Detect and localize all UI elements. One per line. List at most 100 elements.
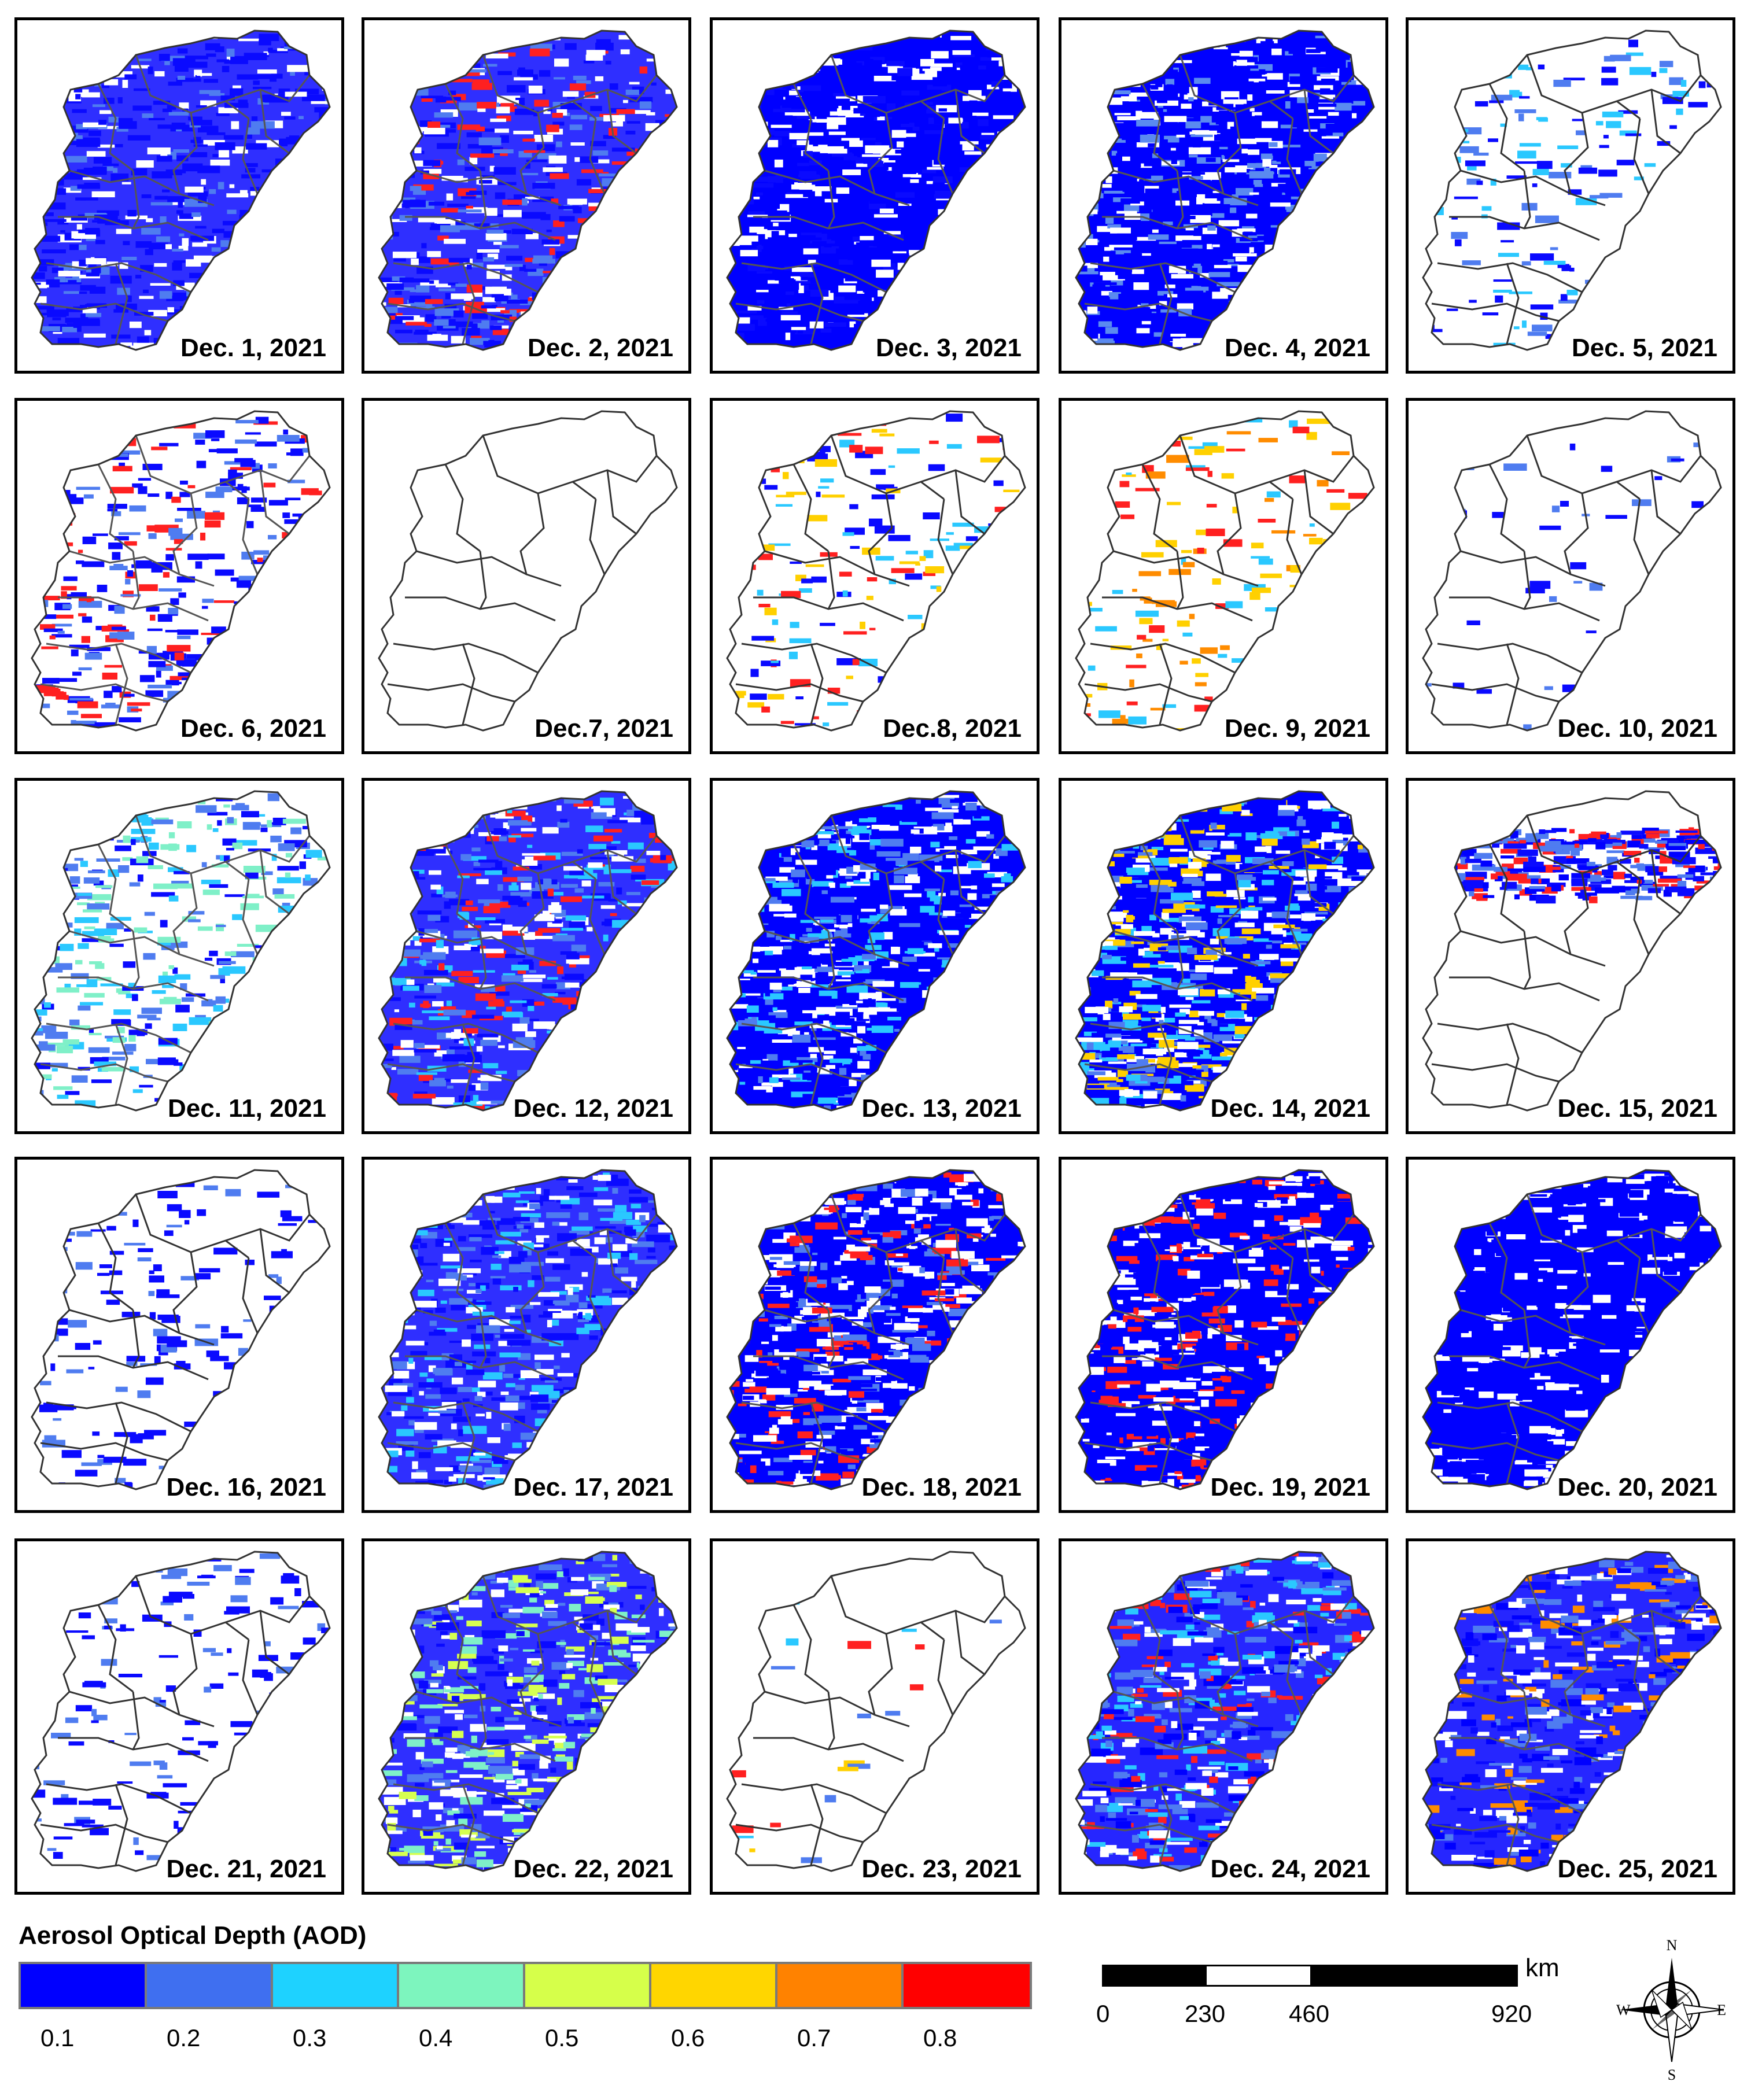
region-map bbox=[31, 790, 331, 1112]
daily-aod-map-panel: Dec. 1, 2021 bbox=[14, 17, 344, 374]
region-map bbox=[1075, 410, 1375, 732]
admin-boundary bbox=[937, 879, 954, 955]
region-map bbox=[1075, 1551, 1375, 1872]
region-outline bbox=[378, 790, 678, 1112]
admin-boundary bbox=[1488, 1604, 1525, 1693]
admin-boundary bbox=[1460, 930, 1606, 967]
aod-pixels bbox=[1076, 31, 1374, 350]
admin-boundary bbox=[1523, 1691, 1531, 1750]
admin-boundary bbox=[954, 470, 985, 535]
admin-boundary bbox=[1616, 1596, 1702, 1623]
admin-boundary bbox=[132, 1309, 140, 1368]
admin-boundary bbox=[1633, 1639, 1650, 1715]
admin-boundary bbox=[1286, 118, 1303, 194]
colorbar-swatch bbox=[399, 1964, 525, 2007]
scale-bar-tick: 230 bbox=[1185, 2000, 1226, 2027]
aod-pixels bbox=[32, 31, 330, 350]
admin-boundary bbox=[387, 1063, 515, 1083]
admin-boundary bbox=[393, 643, 539, 674]
admin-boundary bbox=[1113, 1309, 1259, 1346]
daily-aod-map-panel: Dec. 14, 2021 bbox=[1059, 778, 1388, 1134]
region-outline bbox=[726, 1169, 1026, 1490]
admin-boundary bbox=[519, 112, 545, 194]
panel-date-label: Dec.8, 2021 bbox=[883, 714, 1022, 743]
aod-pixels bbox=[379, 1170, 677, 1489]
admin-boundary bbox=[519, 493, 545, 575]
admin-boundary bbox=[444, 83, 481, 172]
admin-boundary bbox=[1526, 54, 1641, 120]
region-outline bbox=[378, 1169, 678, 1490]
panel-date-label: Dec. 19, 2021 bbox=[1210, 1473, 1370, 1501]
admin-boundary bbox=[1141, 464, 1178, 552]
admin-boundary bbox=[572, 1214, 658, 1242]
aod-pixels bbox=[727, 1170, 1025, 1489]
daily-aod-map-panel: Dec. 18, 2021 bbox=[710, 1157, 1039, 1513]
admin-boundary bbox=[735, 1063, 864, 1083]
panel-date-label: Dec. 9, 2021 bbox=[1225, 714, 1370, 743]
daily-aod-map-panel: Dec. 15, 2021 bbox=[1406, 778, 1735, 1134]
admin-boundary bbox=[1523, 551, 1531, 610]
daily-aod-map-panel: Dec. 25, 2021 bbox=[1406, 1538, 1735, 1895]
admin-boundary bbox=[1506, 1023, 1520, 1105]
admin-boundary bbox=[225, 75, 311, 102]
admin-boundary bbox=[1460, 1309, 1606, 1346]
admin-boundary bbox=[1090, 262, 1236, 293]
admin-boundary bbox=[1650, 1228, 1681, 1294]
admin-boundary bbox=[735, 1824, 864, 1843]
admin-boundary bbox=[589, 499, 606, 575]
admin-boundary bbox=[1286, 879, 1303, 955]
region-outline bbox=[726, 410, 1026, 732]
admin-boundary bbox=[115, 1023, 128, 1105]
admin-boundary bbox=[827, 1691, 835, 1750]
admin-boundary bbox=[479, 551, 487, 610]
admin-boundary bbox=[1176, 931, 1184, 990]
admin-boundary bbox=[1506, 263, 1520, 345]
daily-aod-map-panel: Dec.8, 2021 bbox=[710, 398, 1039, 754]
admin-boundary bbox=[792, 1604, 829, 1693]
region-outline bbox=[378, 29, 678, 351]
aod-pixels bbox=[1423, 1552, 1721, 1871]
region-outline bbox=[31, 1551, 331, 1872]
daily-aod-map-panel: Dec. 21, 2021 bbox=[14, 1538, 344, 1895]
admin-boundary bbox=[242, 499, 259, 575]
admin-boundary bbox=[242, 118, 259, 194]
admin-boundary bbox=[259, 850, 290, 915]
panel-date-label: Dec. 1, 2021 bbox=[180, 334, 326, 362]
admin-boundary bbox=[1090, 1401, 1236, 1433]
admin-boundary bbox=[225, 455, 311, 483]
aod-pixels bbox=[1076, 414, 1374, 730]
panel-date-label: Dec. 13, 2021 bbox=[861, 1094, 1022, 1123]
region-outline bbox=[1422, 790, 1722, 1112]
admin-boundary bbox=[1650, 470, 1681, 535]
panel-date-label: Dec. 16, 2021 bbox=[166, 1473, 326, 1501]
region-outline bbox=[378, 1551, 678, 1872]
admin-boundary bbox=[572, 455, 658, 483]
daily-aod-map-panel: Dec. 19, 2021 bbox=[1059, 1157, 1388, 1513]
scale-bar-segment bbox=[1207, 1966, 1310, 1985]
admin-boundary bbox=[1506, 1402, 1520, 1484]
legend-title: Aerosol Optical Depth (AOD) bbox=[19, 1921, 367, 1950]
admin-boundary bbox=[1460, 1691, 1606, 1728]
admin-boundary bbox=[1437, 1783, 1583, 1814]
admin-boundary bbox=[115, 263, 128, 345]
admin-boundary bbox=[1141, 844, 1178, 932]
admin-boundary bbox=[920, 75, 1006, 102]
admin-boundary bbox=[606, 1610, 637, 1675]
daily-aod-map-panel: Dec. 6, 2021 bbox=[14, 398, 344, 754]
colorbar-tick-label: 0.7 bbox=[797, 2024, 831, 2051]
admin-boundary bbox=[1303, 89, 1334, 154]
admin-boundary bbox=[393, 1783, 539, 1814]
daily-aod-map-panel: Dec. 5, 2021 bbox=[1406, 17, 1735, 374]
admin-boundary bbox=[40, 683, 168, 703]
region-outline bbox=[1075, 410, 1375, 732]
admin-boundary bbox=[827, 1309, 835, 1368]
admin-boundary bbox=[97, 83, 134, 172]
panel-date-label: Dec. 5, 2021 bbox=[1572, 334, 1717, 362]
scale-bar-tick: 460 bbox=[1289, 2000, 1330, 2027]
region-map bbox=[726, 1169, 1026, 1490]
admin-boundary bbox=[1269, 75, 1355, 102]
admin-boundary bbox=[1431, 1824, 1560, 1843]
admin-boundary bbox=[827, 170, 835, 229]
admin-boundary bbox=[1217, 493, 1242, 575]
admin-boundary bbox=[868, 112, 893, 194]
